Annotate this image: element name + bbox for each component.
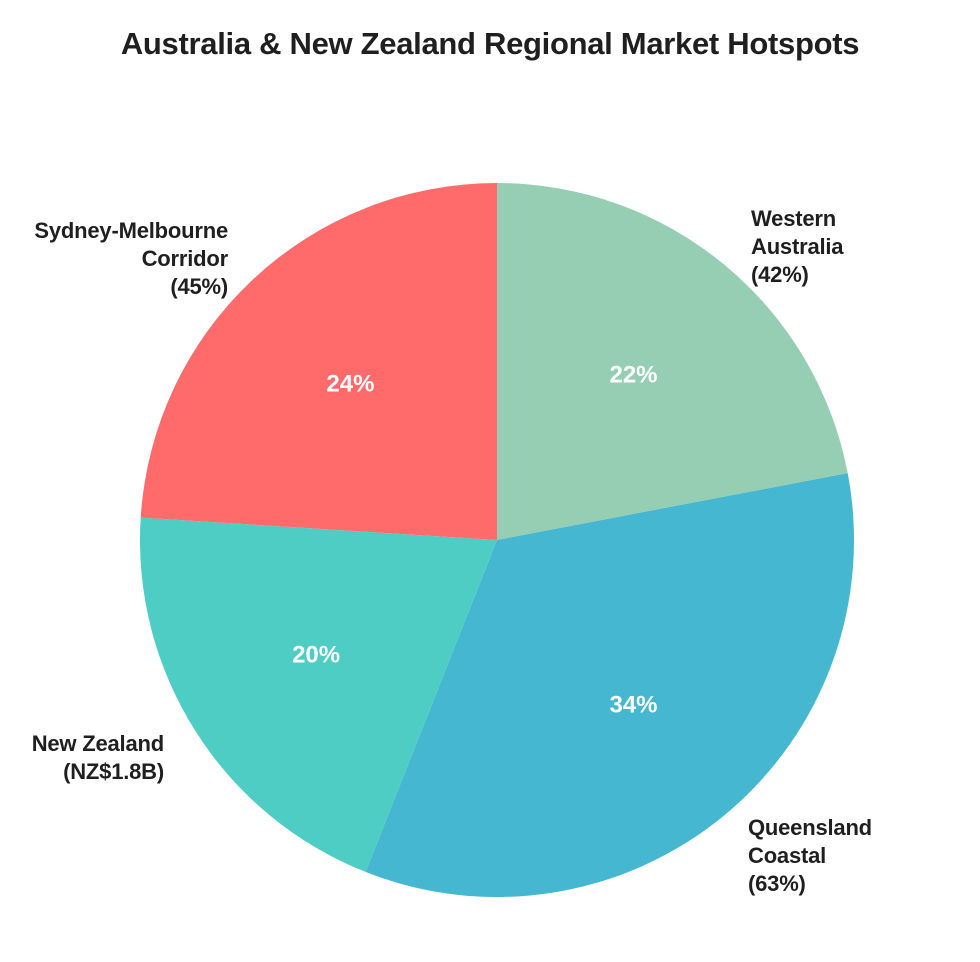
callout-label-new-zealand: New Zealand (NZ$1.8B)	[31, 731, 164, 784]
callout-label-sydney-melbourne-corridor: Sydney-Melbourne Corridor (45%)	[34, 218, 228, 299]
pie-slice-queensland-coastal	[365, 473, 855, 898]
callout-label-queensland-coastal: Queensland Coastal (63%)	[748, 815, 872, 896]
pie-slice-western-australia	[497, 183, 848, 540]
pie-slice-pct-western-australia: 22%	[609, 362, 657, 389]
pie-slice-new-zealand	[139, 517, 497, 872]
pie-slice-sydney-melbourne-corridor	[140, 183, 497, 540]
callout-label-western-australia: Western Australia (42%)	[751, 206, 844, 287]
pie-slice-pct-queensland-coastal: 34%	[609, 692, 657, 719]
pie-slice-pct-new-zealand: 20%	[292, 641, 340, 668]
pie-slice-pct-sydney-melbourne-corridor: 24%	[326, 370, 374, 397]
chart-title: Australia & New Zealand Regional Market …	[120, 26, 860, 61]
